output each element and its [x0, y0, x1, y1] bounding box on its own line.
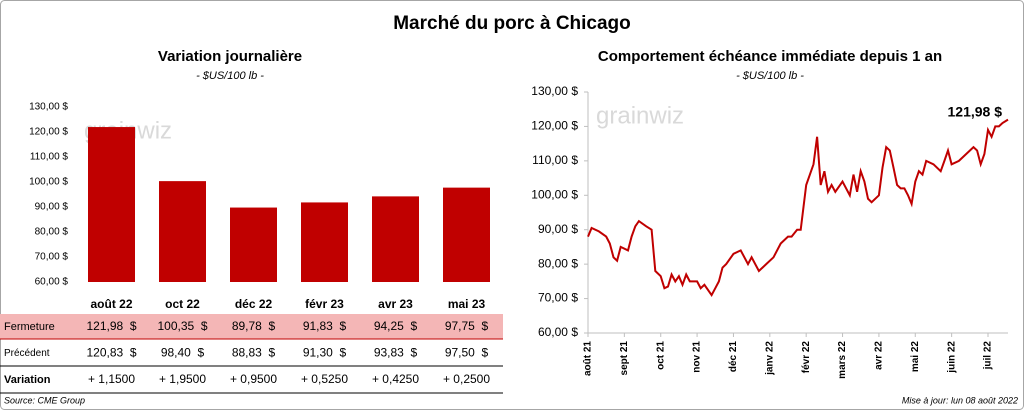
chart-subtitle: - $US/100 lb - [736, 70, 804, 82]
x-tick-label: sept 21 [619, 341, 630, 376]
annotation: 121,98 $ [948, 104, 1003, 120]
page-title: Marché du porc à Chicago [393, 13, 631, 34]
y-tick-label: 80,00 $ [35, 227, 69, 238]
x-tick-label: oct 21 [655, 341, 666, 370]
bar [230, 207, 277, 282]
table-cell: 91,83 $ [303, 319, 347, 333]
bar [88, 127, 135, 282]
table-cell: 89,78 $ [232, 319, 276, 333]
x-tick-label: févr 22 [801, 341, 812, 374]
x-tick-label: juil 22 [983, 341, 994, 371]
x-tick-label: nov 21 [692, 341, 703, 373]
table-cell: + 1,9500 [159, 372, 206, 386]
y-tick-label: 90,00 $ [35, 202, 69, 213]
table-cell: 100,35 $ [157, 319, 207, 333]
source: Source: CME Group [4, 395, 85, 405]
y-tick-label: 100,00 $ [29, 177, 68, 188]
table-cell: 93,83 $ [374, 346, 418, 360]
x-tick-label: févr 23 [305, 297, 344, 311]
table-cell: 91,30 $ [303, 346, 347, 360]
chart-title: Comportement échéance immédiate depuis 1… [598, 48, 942, 65]
y-tick-label: 130,00 $ [29, 102, 68, 113]
x-tick-label: mai 23 [448, 297, 486, 311]
x-tick-label: août 21 [583, 341, 594, 376]
table-cell: + 0,4250 [372, 372, 419, 386]
table-cell: 98,40 $ [161, 346, 205, 360]
bar [443, 187, 490, 282]
highlight-row [0, 314, 503, 339]
row-label: Précédent [4, 348, 50, 359]
table-cell: 94,25 $ [374, 319, 418, 333]
y-tick-label: 110,00 $ [30, 152, 69, 163]
x-tick-label: avr 23 [378, 297, 413, 311]
y-tick-label: 90,00 $ [538, 222, 578, 236]
x-tick-label: déc 21 [728, 341, 739, 373]
y-tick-label: 70,00 $ [35, 252, 69, 263]
bar [372, 196, 419, 282]
x-tick-label: mai 22 [910, 341, 921, 373]
y-tick-label: 60,00 $ [538, 325, 578, 339]
y-tick-label: 120,00 $ [531, 119, 578, 133]
table-cell: 121,98 $ [86, 319, 136, 333]
table-cell: 97,50 $ [445, 346, 489, 360]
y-tick-label: 130,00 $ [531, 84, 578, 98]
x-tick-label: déc 22 [235, 297, 273, 311]
table-cell: + 0,2500 [443, 372, 490, 386]
watermark: grainwiz [596, 102, 684, 129]
y-tick-label: 110,00 $ [532, 153, 578, 167]
chart-subtitle: - $US/100 lb - [196, 70, 264, 82]
table-cell: + 0,9500 [230, 372, 277, 386]
table-cell: + 0,5250 [301, 372, 348, 386]
table-cell: 97,75 $ [445, 319, 489, 333]
y-tick-label: 80,00 $ [538, 256, 578, 270]
x-tick-label: oct 22 [165, 297, 200, 311]
table-cell: 120,83 $ [86, 346, 136, 360]
row-label: Variation [4, 374, 51, 386]
x-tick-label: août 22 [90, 297, 132, 311]
y-tick-label: 70,00 $ [538, 291, 578, 305]
y-tick-label: 120,00 $ [29, 127, 68, 138]
x-tick-label: janv 22 [764, 341, 775, 376]
y-tick-label: 60,00 $ [35, 277, 69, 288]
x-tick-label: juin 22 [946, 341, 957, 374]
x-tick-label: mars 22 [837, 341, 848, 379]
table-cell: + 1,1500 [88, 372, 135, 386]
chart-title: Variation journalière [158, 48, 302, 65]
updated: Mise à jour: lun 08 août 2022 [902, 395, 1018, 405]
bar [301, 202, 348, 282]
y-tick-label: 100,00 $ [531, 187, 578, 201]
row-label: Fermeture [4, 321, 55, 333]
x-tick-label: avr 22 [874, 341, 885, 370]
price-line [587, 118, 1009, 298]
table-cell: 88,83 $ [232, 346, 276, 360]
bar [159, 181, 206, 282]
